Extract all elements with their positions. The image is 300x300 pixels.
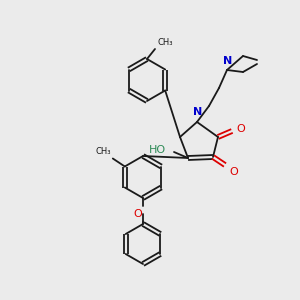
Text: O: O: [134, 209, 142, 219]
Text: HO: HO: [149, 145, 166, 155]
Text: N: N: [194, 107, 202, 117]
Text: O: O: [236, 124, 245, 134]
Text: O: O: [229, 167, 238, 177]
Text: N: N: [224, 56, 232, 66]
Text: CH₃: CH₃: [157, 38, 172, 47]
Text: CH₃: CH₃: [95, 148, 111, 157]
